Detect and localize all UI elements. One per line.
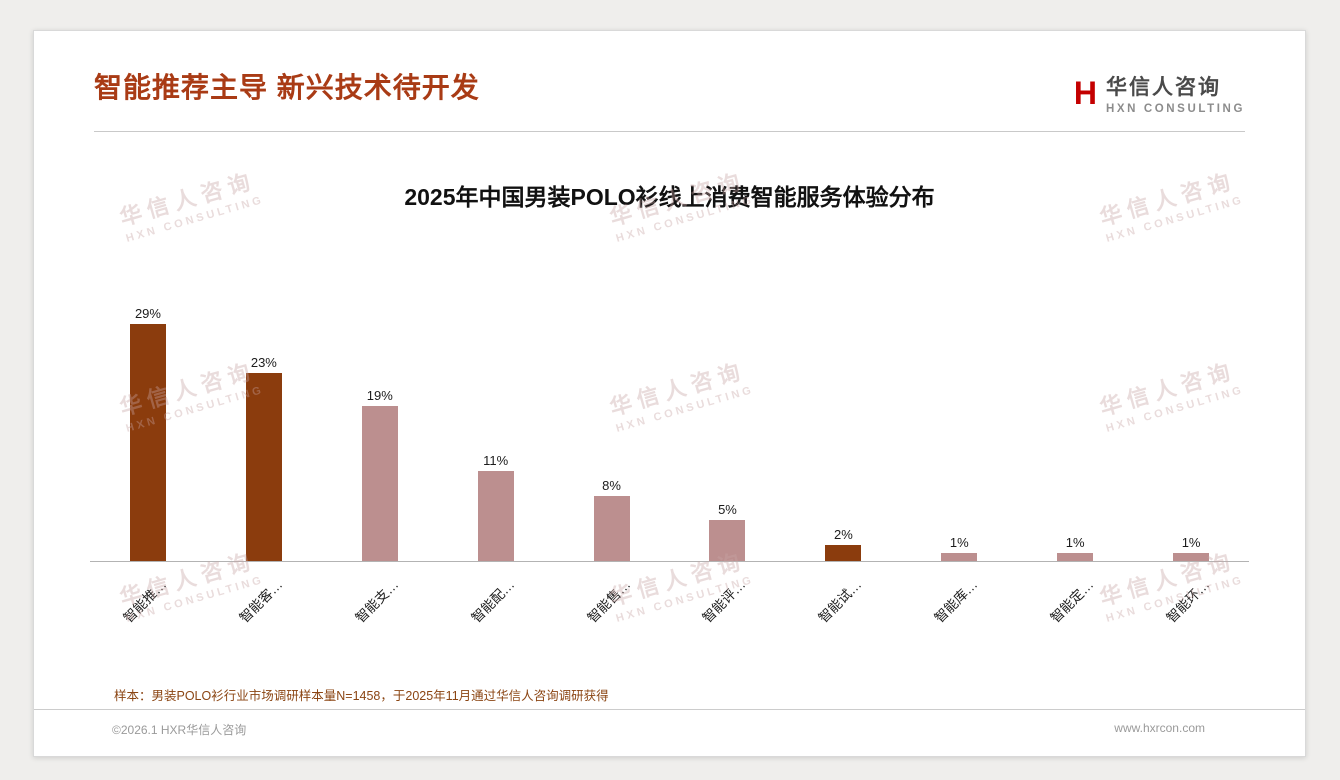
x-axis-labels: 智能推… 智能客… 智能支… 智能配… 智能售… 智能评… 智能试… 智能库… 智能定… 智能环… (90, 562, 1249, 662)
x-tick-label: 智能配… (468, 576, 518, 626)
x-tick-label: 智能售… (584, 576, 634, 626)
bar (477, 471, 514, 561)
logo-h-icon: H (1073, 75, 1097, 111)
x-tick-cell: 智能评… (670, 562, 786, 662)
x-tick-cell: 智能试… (785, 562, 901, 662)
x-tick-label: 智能推… (120, 576, 170, 626)
company-logo: H 华信人咨询 HXN CONSULTING (1074, 71, 1245, 115)
bar (1057, 553, 1094, 561)
bar-value-label: 8% (602, 478, 621, 493)
sample-footnote: 样本：男装POLO衫行业市场调研样本量N=1458，于2025年11月通过华信人… (114, 689, 609, 703)
bar (825, 545, 862, 561)
bar (129, 324, 166, 561)
bar (709, 520, 746, 561)
x-tick-label: 智能环… (1163, 576, 1213, 626)
x-tick-cell: 智能客… (206, 562, 322, 662)
bar-value-label: 19% (366, 388, 393, 403)
bar-column: 19% (322, 388, 438, 561)
bar-column: 5% (670, 502, 786, 561)
logo-company-name: 华信人咨询 (1105, 76, 1221, 99)
bar-value-label: 23% (250, 355, 277, 370)
slide-footer: ©2026.1 HXR华信人咨询 www.hxrcon.com (34, 709, 1305, 756)
website-text: www.hxrcon.com (1114, 721, 1205, 735)
bar-plot: 29% 23% 19% 11% 8% 5% 2% 1% 1% 1% (90, 300, 1249, 562)
bar-column: 23% (206, 355, 322, 561)
bar-column: 1% (901, 535, 1017, 561)
x-tick-label: 智能定… (1047, 576, 1097, 626)
page-title: 智能推荐主导 新兴技术待开发 (94, 72, 480, 103)
slide-header: 智能推荐主导 新兴技术待开发 H 华信人咨询 HXN CONSULTING (34, 31, 1305, 115)
bar-value-label: 11% (483, 453, 509, 468)
bar-column: 2% (785, 527, 901, 561)
x-tick-label: 智能评… (700, 576, 749, 626)
bar (1173, 553, 1210, 561)
bar-value-label: 2% (833, 527, 853, 542)
bar-value-label: 1% (1065, 535, 1085, 550)
x-tick-cell: 智能环… (1133, 562, 1249, 662)
bar-column: 1% (1017, 535, 1133, 561)
x-tick-cell: 智能售… (554, 562, 670, 662)
logo-text: 华信人咨询 HXN CONSULTING (1106, 71, 1245, 115)
x-tick-cell: 智能支… (322, 562, 438, 662)
bar-value-label: 1% (1181, 535, 1201, 550)
bar-value-label: 1% (949, 535, 969, 550)
bar-chart: 2025年中国男装POLO衫线上消费智能服务体验分布 29% 23% 19% 11% 8… (34, 178, 1305, 662)
x-tick-cell: 智能库… (901, 562, 1017, 662)
x-tick-label: 智能支… (352, 576, 402, 626)
bar-column: 1% (1133, 535, 1249, 561)
bar-value-label: 29% (134, 306, 161, 321)
slide-card: 智能推荐主导 新兴技术待开发 H 华信人咨询 HXN CONSULTING 20… (33, 30, 1306, 757)
bar (245, 373, 282, 561)
bar-column: 29% (90, 306, 206, 561)
bar-column: 8% (554, 478, 670, 561)
bar (941, 553, 978, 561)
bar-column: 11% (438, 453, 554, 561)
bar-value-label: 5% (718, 502, 737, 517)
x-tick-cell: 智能推… (90, 562, 206, 662)
x-tick-cell: 智能配… (438, 562, 554, 662)
x-tick-label: 智能试… (816, 576, 865, 626)
x-tick-label: 智能库… (931, 576, 981, 626)
x-tick-label: 智能客… (236, 576, 286, 626)
x-tick-cell: 智能定… (1017, 562, 1133, 662)
bar (593, 496, 630, 561)
logo-company-subtitle: HXN CONSULTING (1105, 103, 1245, 115)
chart-title: 2025年中国男装POLO衫线上消费智能服务体验分布 (404, 184, 935, 210)
title-divider (94, 131, 1245, 132)
bar (361, 406, 398, 561)
copyright-text: ©2026.1 HXR华信人咨询 (112, 723, 247, 737)
